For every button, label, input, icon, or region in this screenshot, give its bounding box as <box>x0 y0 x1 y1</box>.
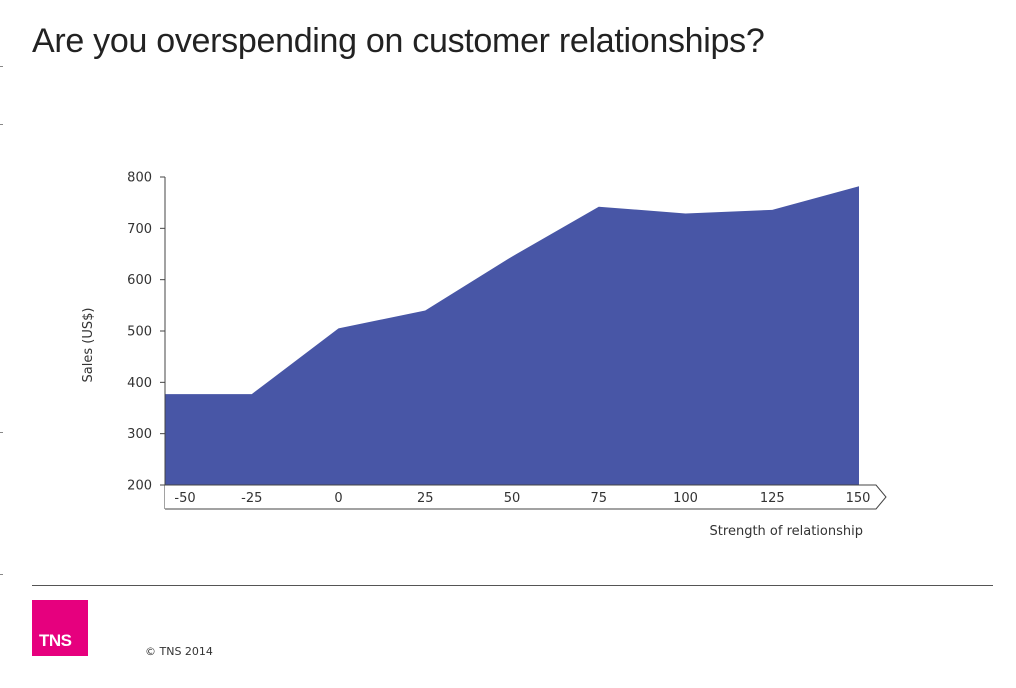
edge-tick-mark <box>0 66 3 67</box>
slide-title: Are you overspending on customer relatio… <box>32 22 765 60</box>
y-tick-label: 500 <box>127 325 152 340</box>
x-tick-label: 75 <box>590 491 607 506</box>
x-tick-label: 150 <box>846 491 871 506</box>
tns-logo: TNS <box>32 600 88 656</box>
x-tick-label: 125 <box>760 491 785 506</box>
edge-tick-mark <box>0 574 3 575</box>
logo-text: TNS <box>39 631 72 650</box>
y-axis-title: Sales (US$) <box>81 308 96 383</box>
y-tick-label: 800 <box>127 171 152 186</box>
x-tick-label: 100 <box>673 491 698 506</box>
edge-tick-mark <box>0 432 3 433</box>
y-tick-label: 600 <box>127 273 152 288</box>
copyright-text: © TNS 2014 <box>145 645 213 658</box>
x-tick-label: 25 <box>417 491 434 506</box>
y-tick-label: 300 <box>127 427 152 442</box>
y-tick-label: 400 <box>127 376 152 391</box>
x-tick-label: -50 <box>174 491 195 506</box>
y-tick-label: 700 <box>127 222 152 237</box>
x-tick-label: 0 <box>334 491 342 506</box>
x-tick-label: -25 <box>241 491 262 506</box>
area-series <box>165 186 859 486</box>
x-axis-title: Strength of relationship <box>710 524 863 539</box>
y-tick-label: 200 <box>127 479 152 494</box>
footer-divider <box>32 585 993 586</box>
edge-tick-mark <box>0 124 3 125</box>
x-tick-label: 50 <box>504 491 521 506</box>
x-axis-arrow <box>165 484 887 510</box>
